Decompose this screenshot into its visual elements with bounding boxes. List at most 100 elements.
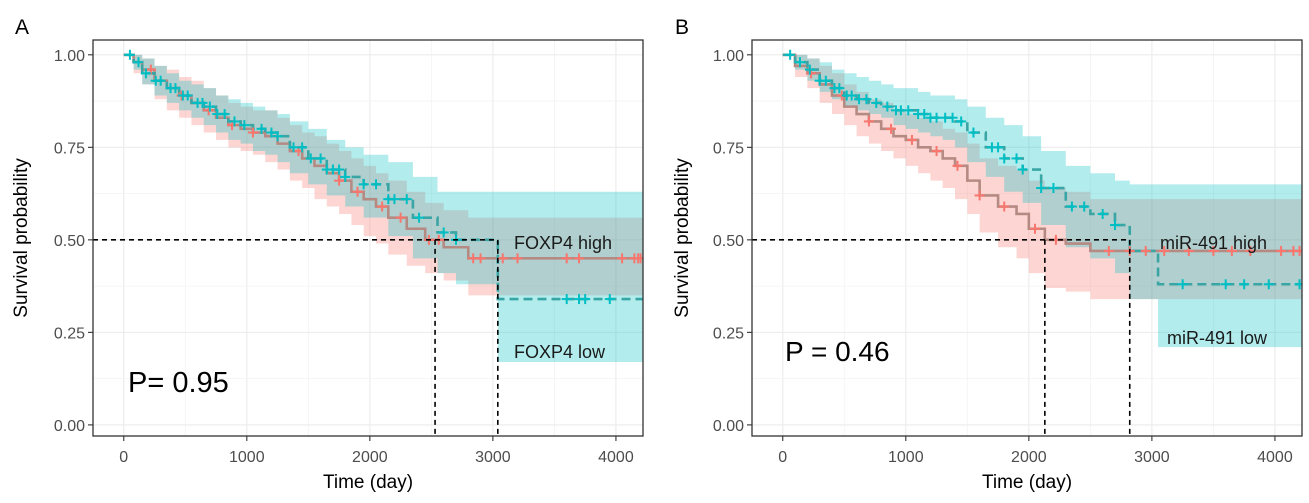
censor-mark <box>1159 245 1170 256</box>
censor-mark <box>861 94 872 105</box>
plot-area <box>782 49 1302 348</box>
censor-mark <box>204 101 215 112</box>
censor-mark <box>931 112 942 123</box>
censor-mark <box>377 201 388 212</box>
panel-label: A <box>15 16 29 39</box>
censor-mark <box>315 153 326 164</box>
y-tick-label: 0.50 <box>54 233 85 250</box>
panel-label: B <box>675 16 689 39</box>
x-axis-title: Time (day) <box>323 472 413 493</box>
censor-mark <box>475 253 486 264</box>
x-tick-label: 0 <box>119 449 128 466</box>
y-tick-label: 1.00 <box>713 48 744 65</box>
censor-mark <box>999 153 1010 164</box>
censor-mark <box>266 127 277 138</box>
y-tick-label: 0.25 <box>713 325 744 342</box>
censor-mark <box>1239 279 1250 290</box>
y-tick-label: 0.50 <box>713 233 744 250</box>
censor-mark <box>389 194 400 205</box>
censor-mark <box>956 116 967 127</box>
censor-mark <box>334 164 345 175</box>
censor-mark <box>170 83 181 94</box>
censor-mark <box>947 112 958 123</box>
censor-mark <box>1011 153 1022 164</box>
censor-mark <box>919 109 930 120</box>
censor-mark <box>1017 164 1028 175</box>
censor-mark <box>1140 245 1151 256</box>
y-tick-label: 0.25 <box>54 325 85 342</box>
censor-mark <box>334 175 345 186</box>
censor-mark <box>794 57 805 68</box>
censor-mark <box>1263 279 1274 290</box>
censor-mark <box>1220 279 1231 290</box>
panel-B: 0 1000 2000 3000 4000 0.00 0.25 0.50 0.75 1.00 Tim… <box>672 16 1303 493</box>
censor-mark <box>580 294 591 305</box>
censor-mark <box>358 179 369 190</box>
censor-mark <box>1208 245 1219 256</box>
censor-mark <box>1097 208 1108 219</box>
censor-mark <box>903 105 914 116</box>
censor-mark <box>219 109 230 120</box>
censor-mark <box>820 75 831 86</box>
censor-mark <box>1048 183 1059 194</box>
censor-mark <box>561 294 572 305</box>
y-tick-label: 0.00 <box>713 418 744 435</box>
plot-frame <box>92 39 644 437</box>
censor-mark <box>297 142 308 153</box>
censor-mark <box>133 57 144 68</box>
censor-mark <box>497 253 508 264</box>
censor-mark <box>886 123 897 134</box>
censor-mark <box>785 49 796 60</box>
x-tick-label: 0 <box>778 449 787 466</box>
censor-mark <box>604 294 615 305</box>
censor-mark <box>1276 245 1287 256</box>
x-tick-label: 1000 <box>229 449 265 466</box>
censor-mark <box>871 97 882 108</box>
censor-mark <box>395 212 406 223</box>
censor-mark <box>952 160 963 171</box>
x-tick-label: 4000 <box>598 449 634 466</box>
ci-ribbon-0 <box>782 54 1302 300</box>
plot-area <box>123 49 643 362</box>
censor-mark <box>863 116 874 127</box>
survival-curve-1 <box>123 53 643 301</box>
series-label: FOXP4 low <box>514 342 606 362</box>
censor-mark <box>512 253 523 264</box>
y-tick-label: 0.75 <box>54 140 85 157</box>
censor-mark <box>247 127 258 138</box>
plot-background <box>93 40 643 436</box>
p-value: P = 0.46 <box>785 336 890 367</box>
x-tick-label: 1000 <box>888 449 924 466</box>
x-tick-label: 2000 <box>1011 449 1047 466</box>
censor-mark <box>1183 245 1194 256</box>
censor-mark <box>931 146 942 157</box>
censor-mark <box>370 179 381 190</box>
censor-mark <box>804 64 815 75</box>
censor-mark <box>239 120 250 131</box>
ci-ribbon-0 <box>123 54 643 296</box>
censor-mark <box>1245 245 1256 256</box>
censor-mark <box>1036 183 1047 194</box>
censor-mark <box>414 212 425 223</box>
censor-mark <box>1294 245 1302 256</box>
panel-A: 0 1000 2000 3000 4000 0.00 0.25 0.50 0.75 1.00 Tim… <box>11 16 644 493</box>
series-label: miR-491 high <box>1160 233 1267 253</box>
censor-mark <box>256 123 267 134</box>
censor-mark <box>993 142 1004 153</box>
censor-mark <box>352 186 363 197</box>
censor-mark <box>999 201 1010 212</box>
y-tick-label: 0.75 <box>713 140 744 157</box>
y-axis-title: Survival probability <box>11 158 32 318</box>
x-tick-label: 3000 <box>475 449 511 466</box>
y-tick-label: 1.00 <box>54 48 85 65</box>
censor-mark <box>1103 245 1114 256</box>
censor-mark <box>340 171 351 182</box>
censor-mark <box>272 131 283 142</box>
censor-mark <box>1066 201 1077 212</box>
censor-mark <box>197 97 208 108</box>
censor-mark <box>968 127 979 138</box>
plot-frame <box>751 39 1303 437</box>
censor-mark <box>617 253 628 264</box>
censor-mark <box>401 194 412 205</box>
